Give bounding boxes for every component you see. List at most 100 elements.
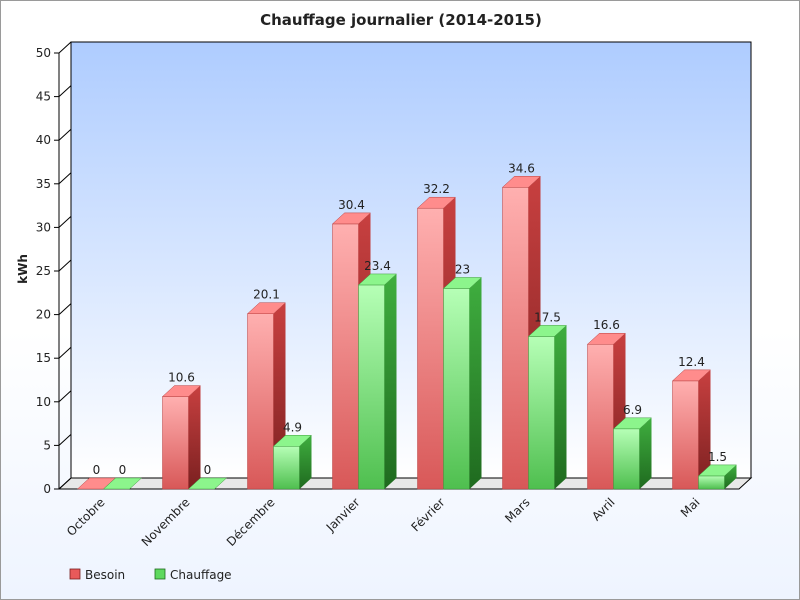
bar-front: [417, 207, 444, 490]
legend-swatch-chauffage: [154, 568, 166, 580]
data-label: 4.9: [283, 420, 302, 434]
bar-side: [639, 417, 652, 489]
bar-chauffage-3: 23.4: [357, 259, 398, 490]
y-axis: 0 5 10 15 20 25 30 35 40 45 50: [36, 41, 72, 496]
bar-top: [501, 176, 542, 188]
bar-top: [697, 464, 738, 477]
y-axis-label: kWh: [16, 254, 30, 284]
bar-top: [187, 477, 228, 490]
data-label: 0: [119, 463, 127, 477]
x-tick-label: Octobre: [64, 495, 108, 539]
legend-label-besoin: Besoin: [85, 568, 125, 582]
legend-label-chauffage: Chauffage: [170, 568, 232, 582]
y-tick-depth: [58, 390, 72, 403]
bar-top: [161, 385, 202, 397]
legend: Besoin Chauffage: [69, 568, 232, 582]
bar-side: [698, 369, 711, 489]
bar-top: [416, 196, 457, 209]
bar-front: [502, 187, 529, 490]
bar-top: [102, 477, 143, 490]
bar-chauffage-4: 23: [442, 262, 483, 490]
y-tick-label: 25: [36, 264, 51, 278]
y-tick-label: 50: [36, 46, 51, 60]
bar-top: [246, 302, 287, 314]
bar-chauffage-1: 0: [187, 463, 228, 490]
bar-side: [724, 464, 737, 489]
x-tick-label: Mars: [502, 495, 532, 525]
bar-side: [299, 435, 312, 489]
data-label: 20.1: [253, 288, 280, 302]
bar-front: [443, 288, 470, 490]
bar-front: [358, 284, 385, 490]
data-label: 6.9: [623, 403, 642, 417]
y-tick-depth: [58, 346, 72, 359]
x-tick-label: Mai: [678, 495, 703, 520]
bar-besoin-7: 12.4: [671, 355, 712, 490]
bar-side: [469, 277, 482, 489]
y-tick-depth: [58, 259, 72, 272]
bar-top: [442, 277, 483, 289]
data-label: 30.4: [338, 198, 365, 212]
data-label: 0: [93, 463, 101, 477]
bar-besoin-2: 20.1: [246, 288, 287, 490]
y-tick-depth: [58, 172, 72, 185]
y-tick-label: 15: [36, 351, 51, 365]
bar-front: [273, 446, 300, 490]
bar-top: [357, 273, 398, 286]
data-label: 12.4: [678, 355, 705, 369]
bar-chauffage-6: 6.9: [612, 403, 653, 490]
bar-front: [698, 475, 725, 490]
y-tick-depth: [58, 128, 72, 141]
legend-swatch-besoin: [69, 568, 81, 580]
x-tick-label: Décembre: [224, 495, 278, 549]
bar-front: [587, 343, 614, 490]
y-tick-depth: [58, 477, 72, 490]
y-tick-depth: [58, 85, 72, 97]
bar-side: [384, 273, 397, 489]
bar-top: [272, 435, 313, 447]
bar-top: [331, 212, 372, 225]
y-tick-label: 5: [43, 438, 51, 452]
bar-chauffage-2: 4.9: [272, 420, 313, 490]
bar-chauffage-0: 0: [102, 463, 143, 490]
bar-top: [612, 417, 653, 430]
data-label: 10.6: [168, 371, 195, 385]
data-label: 34.6: [508, 161, 535, 175]
bar-chauffage-5: 17.5: [527, 310, 568, 490]
x-tick-label: Février: [408, 495, 447, 534]
bar-top: [527, 325, 568, 337]
y-tick-label: 20: [36, 308, 51, 322]
data-label: 16.6: [593, 318, 620, 332]
y-tick-depth: [58, 216, 72, 228]
bar-top: [586, 332, 627, 345]
bar-side: [188, 385, 201, 489]
data-label: 17.5: [534, 310, 561, 324]
bar-front: [247, 313, 274, 490]
y-tick-depth: [58, 41, 72, 54]
y-tick-label: 0: [43, 482, 51, 496]
bar-front: [613, 428, 640, 490]
y-tick-label: 35: [36, 177, 51, 191]
data-label: 23.4: [364, 259, 391, 273]
bar-side: [554, 325, 567, 489]
y-tick-depth: [58, 434, 72, 446]
bar-front: [332, 223, 359, 490]
y-tick-label: 30: [36, 220, 51, 234]
data-label: 0: [204, 463, 212, 477]
bars-group: 0 0 10.6 0 20.1 4.9 30.4 23.4 32.2 23 34.6 17.5 16.6…: [76, 161, 738, 490]
bar-chauffage-7: 1.5: [697, 450, 738, 490]
bar-besoin-1: 10.6: [161, 371, 202, 490]
data-label: 23: [455, 262, 470, 276]
bar-top: [671, 369, 712, 382]
y-tick-label: 40: [36, 133, 51, 147]
bar-front: [162, 396, 189, 490]
y-tick-depth: [58, 303, 72, 315]
bar-front: [672, 380, 699, 490]
x-tick-label: Avril: [589, 495, 617, 523]
x-axis: Octobre Novembre Décembre Janvier Février Mar…: [64, 495, 703, 549]
y-tick-label: 10: [36, 395, 51, 409]
chart-title: Chauffage journalier (2014-2015): [260, 11, 542, 29]
data-label: 32.2: [423, 182, 450, 196]
